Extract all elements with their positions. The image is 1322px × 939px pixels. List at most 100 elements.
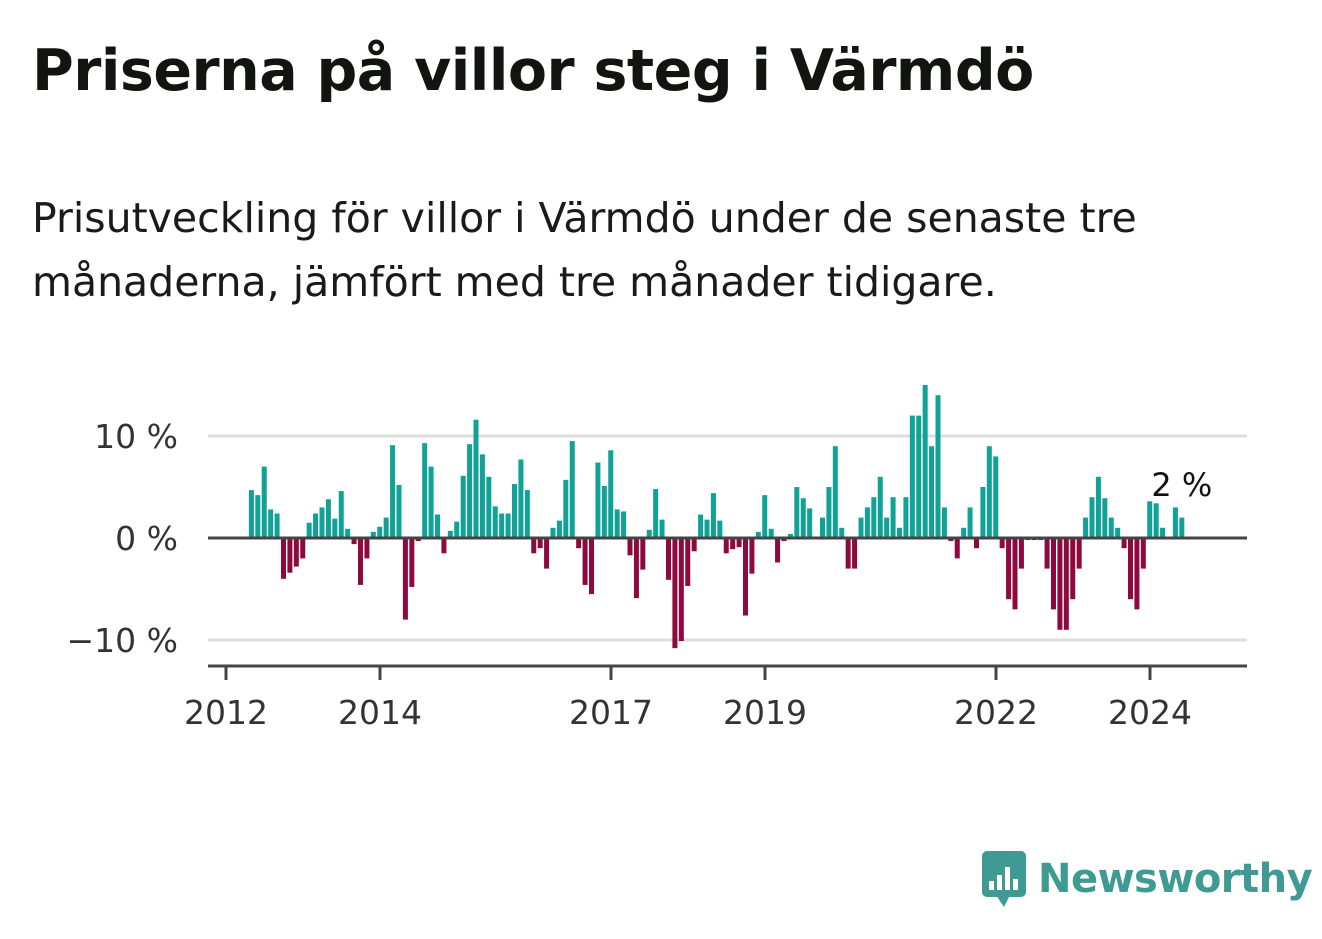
bar-negative (1140, 538, 1146, 569)
bar-negative (781, 538, 787, 542)
bar-positive (1172, 507, 1178, 538)
newsworthy-bar-chart-icon (982, 851, 1026, 907)
bar-positive (319, 507, 325, 538)
bar-negative (582, 538, 588, 585)
bar-negative (749, 538, 755, 574)
newsworthy-logo[interactable]: Newsworthy (980, 848, 1313, 910)
bar-positive (595, 462, 601, 538)
x-tick-label: 2022 (954, 693, 1038, 732)
axes (208, 536, 1247, 680)
bar-negative (691, 538, 697, 552)
bar-positive (255, 495, 261, 538)
brand-name: Newsworthy (1038, 856, 1313, 902)
bar-negative (293, 538, 299, 567)
bar-positive (428, 466, 434, 538)
bar-positive (717, 520, 723, 538)
gridlines (208, 434, 1247, 642)
bar-positive (518, 459, 524, 538)
bar-positive (377, 526, 383, 538)
bar-positive (492, 506, 498, 538)
bar-positive (710, 493, 716, 538)
bar-positive (967, 507, 973, 538)
bar-positive (698, 514, 704, 538)
bar-negative (775, 538, 781, 563)
bar-positive (306, 522, 312, 538)
bar-negative (973, 538, 979, 549)
bar-negative (1076, 538, 1082, 569)
bar-positive (390, 445, 396, 538)
bar-positive (800, 498, 806, 538)
bar-positive (467, 444, 473, 538)
bar-positive (332, 518, 338, 538)
bar-positive (1147, 501, 1153, 538)
bar-positive (434, 514, 440, 538)
bar-positive (601, 485, 607, 538)
bar-positive (325, 499, 331, 538)
bar-negative (999, 538, 1005, 549)
bar-negative (845, 538, 851, 569)
bar-positive (1083, 517, 1089, 538)
bar-positive (569, 441, 575, 538)
bar-positive (1179, 517, 1185, 538)
bar-negative (678, 538, 684, 642)
bar-positive (621, 511, 627, 538)
bar-negative (672, 538, 678, 649)
bar-positive (980, 487, 986, 538)
bar-negative (1044, 538, 1050, 569)
bar-negative (954, 538, 960, 559)
bar-negative (685, 538, 691, 586)
y-tick-label: −10 % (67, 621, 179, 660)
y-tick-label: 0 % (115, 519, 178, 558)
x-tick-label: 2024 (1108, 693, 1192, 732)
bar-negative (402, 538, 408, 620)
bar-positive (454, 521, 460, 538)
bar-negative (627, 538, 633, 556)
bar-positive (422, 443, 428, 538)
bar-positive (762, 495, 768, 538)
bar-positive (313, 513, 319, 538)
bar-positive (460, 475, 466, 538)
bar-negative (742, 538, 748, 616)
bar-positive (550, 527, 556, 538)
bar-positive (755, 531, 761, 538)
bar-positive (1160, 527, 1166, 538)
bar-negative (351, 538, 357, 545)
bar-positive (961, 527, 967, 538)
bar-negative (1127, 538, 1133, 600)
bar-positive (704, 519, 710, 538)
bar-negative (1121, 538, 1127, 549)
bar-negative (300, 538, 306, 559)
bar-negative (287, 538, 293, 573)
bar-positive (499, 513, 505, 538)
bar-positive (556, 520, 562, 538)
bar-negative (364, 538, 370, 559)
bar-negative (576, 538, 582, 549)
bar-negative (1070, 538, 1076, 600)
bar-chart: 10 % 0 % −10 %2012 2014 2017 2019 2022 2024 2 % (67, 385, 1247, 732)
bar-negative (640, 538, 646, 570)
bar-negative (544, 538, 550, 569)
bar-positive (248, 490, 254, 538)
bar-negative (723, 538, 729, 554)
bar-positive (1102, 498, 1108, 538)
bar-negative (1018, 538, 1024, 569)
bar-positive (864, 507, 870, 538)
bar-negative (537, 538, 543, 549)
bar-positive (338, 491, 344, 538)
bar-positive (473, 419, 479, 538)
x-tick-label: 2014 (338, 693, 422, 732)
bar-negative (948, 538, 954, 542)
bar-positive (768, 528, 774, 538)
bar-positive (563, 479, 569, 538)
bar-positive (268, 509, 274, 538)
bar-positive (884, 517, 890, 538)
bar-positive (986, 446, 992, 538)
bar-negative (441, 538, 447, 554)
bar-positive (1115, 527, 1121, 538)
bar-positive (345, 528, 351, 538)
bar-positive (941, 507, 947, 538)
bar-negative (531, 538, 537, 554)
bar-negative (415, 538, 421, 542)
bar-positive (858, 517, 864, 538)
bar-positive (608, 450, 614, 538)
